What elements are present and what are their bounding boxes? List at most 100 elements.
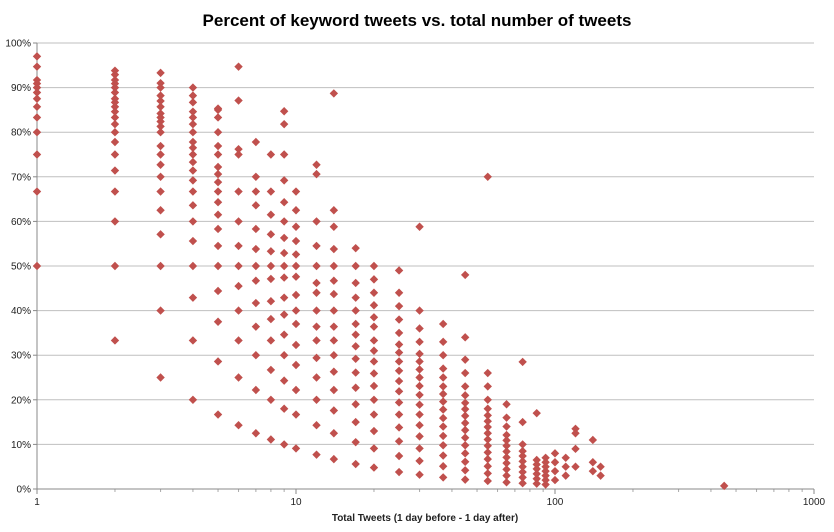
data-point: [188, 107, 198, 116]
data-point: [156, 78, 165, 88]
data-point: [394, 410, 404, 419]
data-point: [312, 261, 321, 271]
data-point: [460, 457, 470, 466]
data-point: [291, 206, 301, 215]
data-point: [518, 417, 527, 427]
data-point: [188, 83, 198, 92]
data-point: [532, 479, 541, 488]
data-point: [279, 176, 289, 185]
data-point: [329, 276, 339, 285]
data-point: [234, 241, 243, 251]
data-point: [415, 373, 424, 382]
data-point: [541, 475, 550, 485]
data-point: [213, 169, 223, 179]
data-point: [394, 288, 404, 297]
data-point: [279, 273, 289, 282]
data-point: [110, 119, 120, 129]
data-point: [266, 230, 276, 239]
data-point: [502, 471, 511, 480]
data-point: [394, 348, 404, 357]
data-point: [156, 109, 165, 118]
data-point: [483, 411, 492, 420]
data-point: [32, 187, 42, 196]
y-tick-label: 100%: [5, 39, 31, 50]
data-point: [518, 467, 527, 477]
data-point: [502, 430, 511, 440]
data-point: [394, 366, 404, 376]
data-point: [550, 449, 560, 458]
chart-title: Percent of keyword tweets vs. total numb…: [203, 11, 632, 30]
data-point: [394, 376, 404, 386]
data-point: [291, 306, 301, 315]
data-point: [291, 187, 301, 196]
data-point: [502, 436, 511, 445]
data-point: [483, 382, 492, 391]
data-point: [32, 62, 42, 71]
data-point: [213, 357, 223, 366]
data-point: [213, 410, 223, 419]
data-point: [188, 137, 198, 147]
data-point: [156, 206, 165, 215]
data-point: [188, 91, 198, 100]
data-point: [369, 336, 379, 345]
data-point: [279, 440, 289, 449]
data-point: [438, 382, 448, 391]
data-point: [329, 336, 339, 345]
data-point: [32, 150, 42, 159]
data-point: [291, 444, 301, 453]
data-point: [110, 66, 120, 75]
data-point: [351, 383, 360, 392]
data-point: [234, 281, 243, 291]
data-point: [329, 385, 339, 395]
y-tick-label: 80%: [11, 128, 31, 139]
data-point: [415, 410, 424, 419]
data-point: [483, 441, 492, 450]
data-point: [312, 217, 321, 226]
data-point: [266, 395, 276, 404]
data-point: [188, 336, 198, 345]
data-point: [351, 400, 360, 409]
data-point: [460, 382, 470, 391]
data-point: [460, 411, 470, 421]
data-point: [234, 261, 243, 271]
data-point: [483, 448, 492, 457]
data-point: [438, 319, 448, 329]
data-point: [213, 104, 223, 113]
data-point: [251, 261, 261, 271]
y-tick-label: 40%: [11, 306, 31, 317]
data-point: [518, 479, 527, 488]
data-point: [561, 471, 570, 480]
data-points: [32, 52, 729, 491]
data-point: [415, 470, 424, 479]
data-point: [351, 342, 360, 351]
y-tick-label: 30%: [11, 351, 31, 362]
data-point: [483, 454, 492, 464]
data-point: [234, 373, 243, 382]
data-point: [483, 172, 492, 181]
data-point: [460, 398, 470, 408]
data-point: [541, 480, 550, 489]
data-point: [266, 274, 276, 284]
data-point: [213, 113, 223, 122]
y-tick-label: 0%: [17, 485, 32, 496]
data-point: [291, 272, 301, 281]
x-tick-label: 100: [547, 497, 564, 508]
data-point: [312, 421, 321, 430]
x-tick-label: 10: [290, 497, 302, 508]
data-point: [351, 437, 360, 447]
data-point: [415, 306, 424, 315]
data-point: [213, 210, 223, 219]
data-point: [394, 266, 404, 275]
data-point: [571, 424, 580, 433]
data-point: [312, 353, 321, 363]
data-point: [596, 462, 605, 471]
data-point: [369, 426, 379, 436]
data-point: [266, 247, 276, 256]
data-point: [502, 441, 511, 450]
data-point: [213, 286, 223, 296]
data-point: [438, 337, 448, 347]
data-point: [156, 102, 165, 111]
data-point: [415, 365, 424, 374]
data-point: [329, 351, 339, 360]
